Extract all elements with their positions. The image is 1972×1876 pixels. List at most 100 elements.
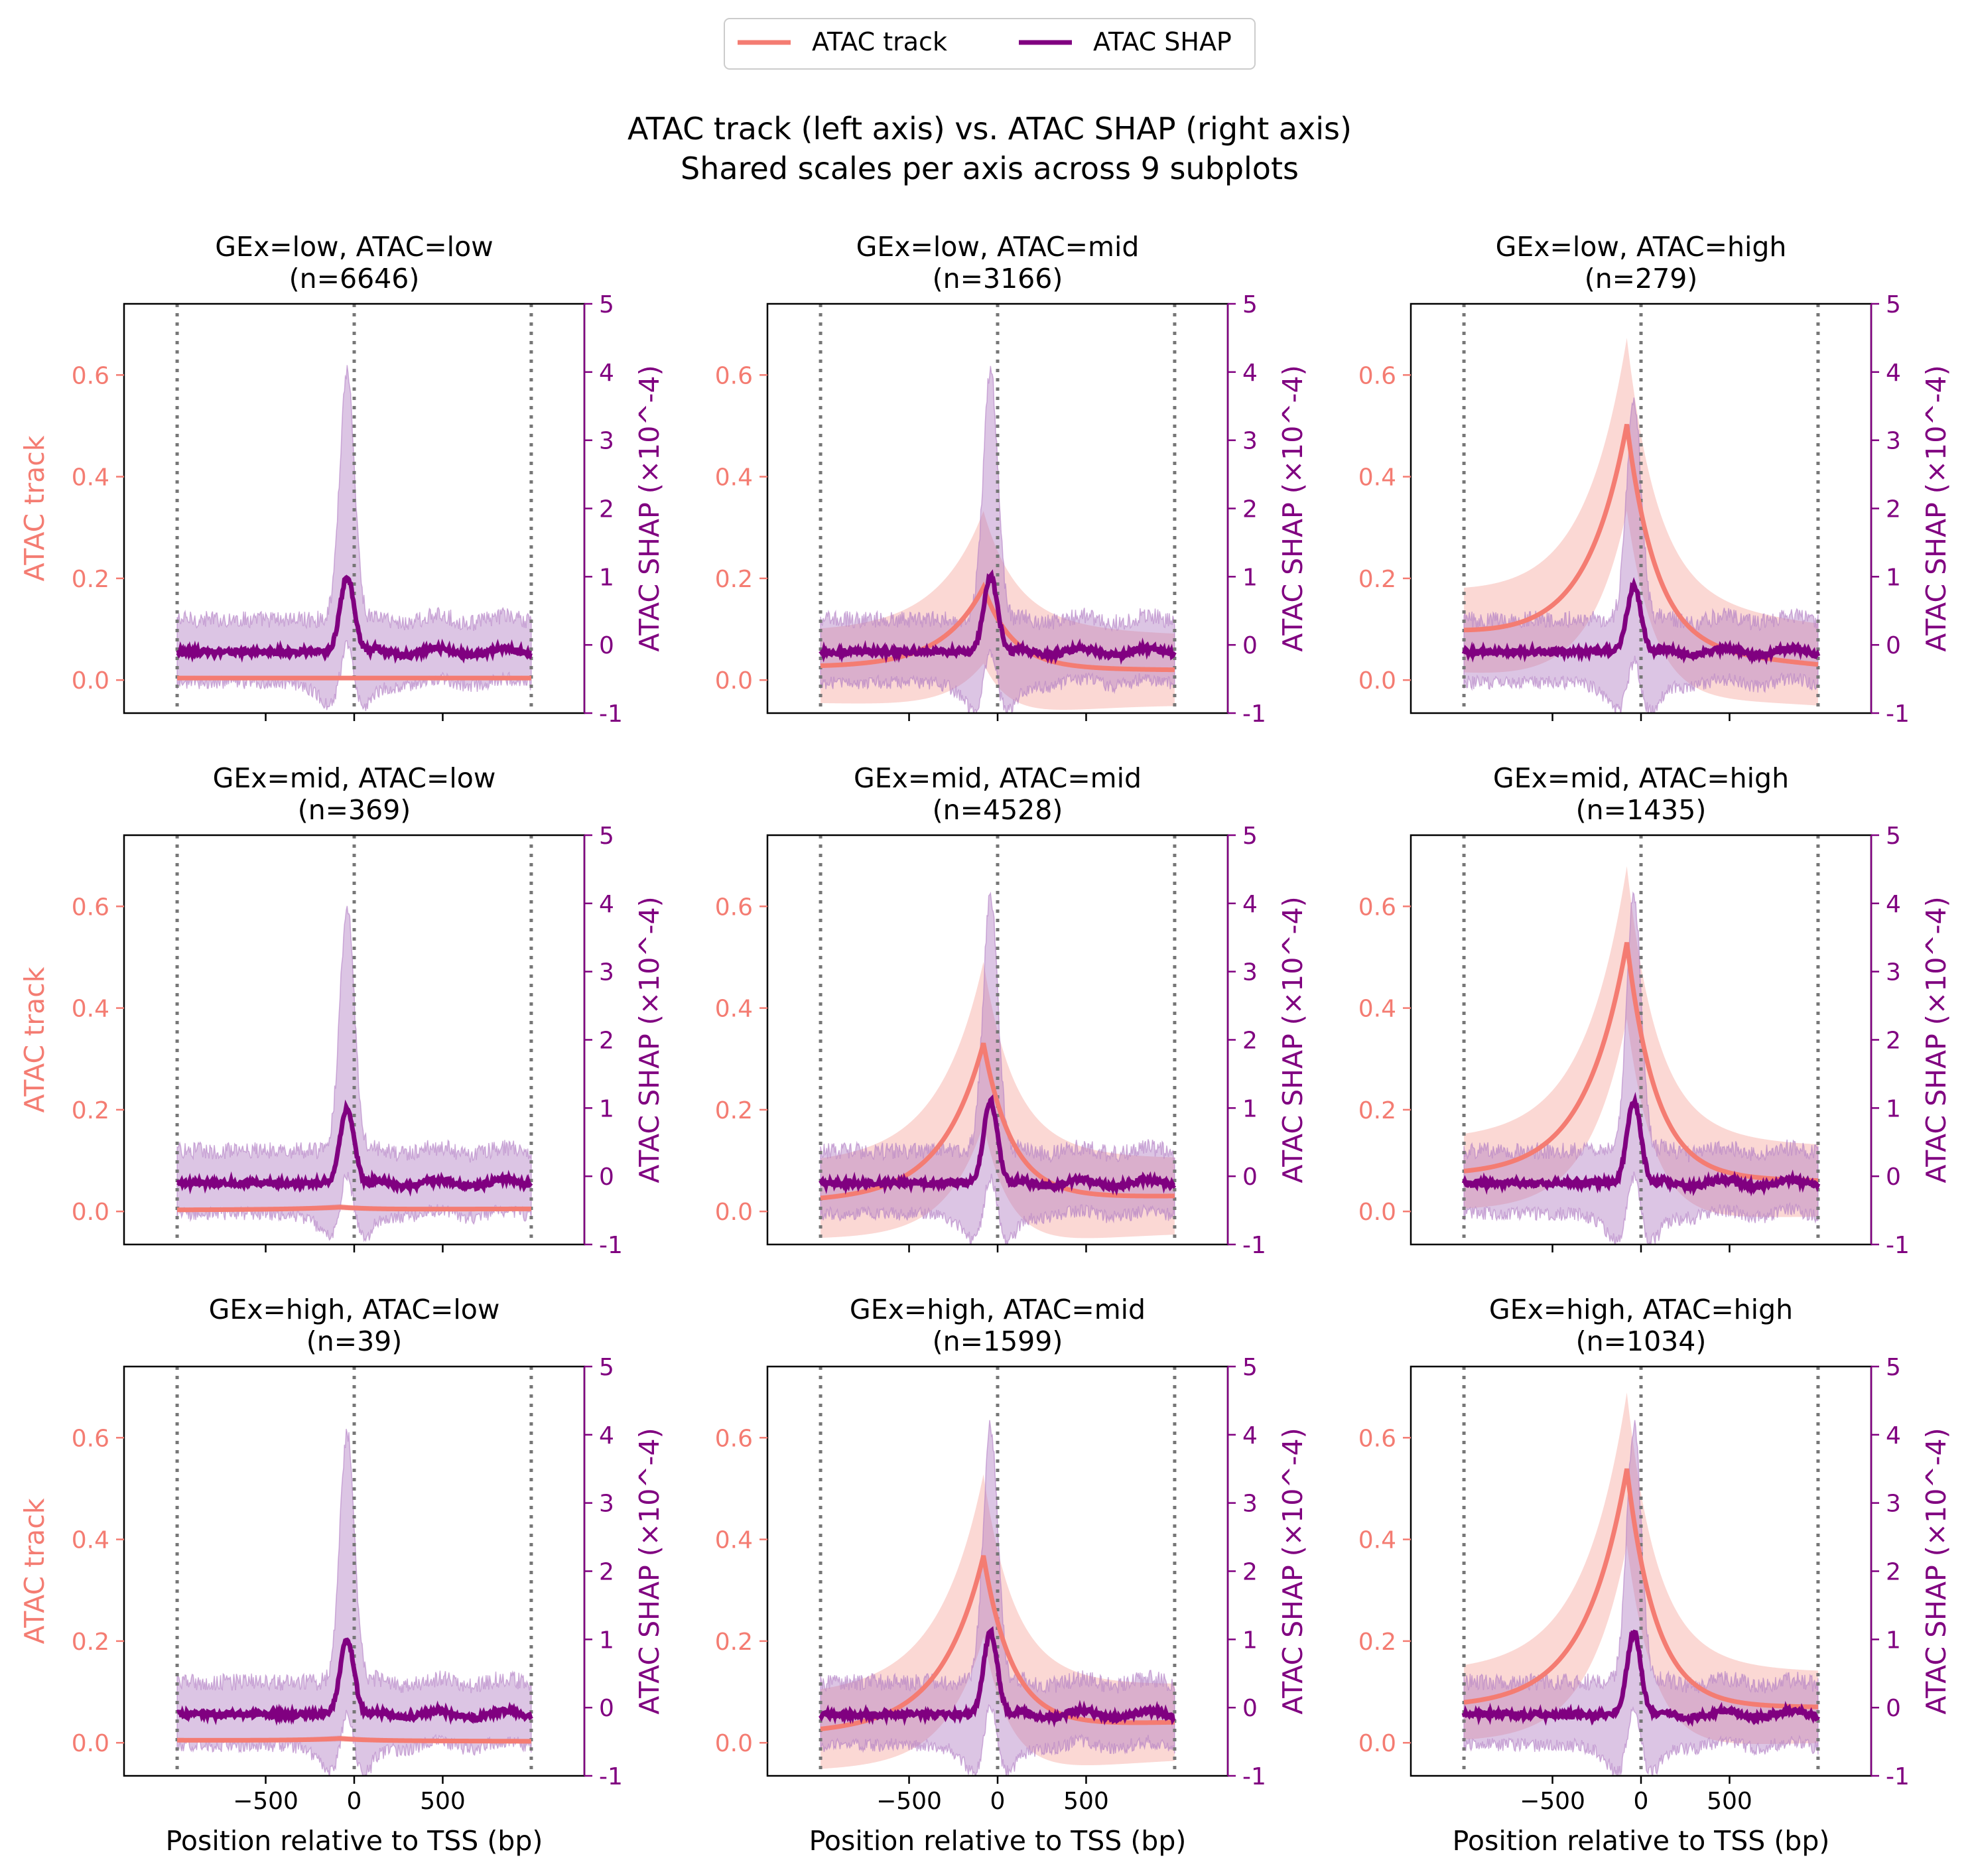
left-axis-tick-label: 0.0 — [72, 667, 109, 695]
left-axis-label: ATAC track — [19, 435, 50, 581]
right-axis-tick-label: -1 — [599, 1763, 623, 1790]
subplot-title: GEx=low, ATAC=low — [215, 231, 493, 263]
atac-shap-line — [1461, 1629, 1821, 1727]
atac-shap-line — [176, 1099, 533, 1197]
atac-track-line — [1463, 1468, 1818, 1709]
left-axis-tick-label: 0.4 — [72, 1527, 109, 1554]
right-axis-tick-label: 0 — [1886, 1695, 1901, 1722]
atac-track-line — [820, 1042, 1175, 1201]
plot-area — [1461, 1367, 1821, 1776]
left-axis-tick-label: 0.6 — [72, 894, 109, 921]
left-axis-tick-label: 0.6 — [715, 894, 753, 921]
subplot-count: (n=1435) — [1576, 794, 1707, 826]
right-axis-tick-label: 1 — [1242, 1627, 1258, 1654]
plot-area — [819, 304, 1177, 713]
right-axis-tick-label: 0 — [599, 1695, 614, 1722]
left-axis-tick-label: 0.2 — [72, 1629, 109, 1656]
right-axis-tick-label: 4 — [1886, 1422, 1901, 1449]
legend-label-atac-shap: ATAC SHAP — [1093, 27, 1232, 56]
left-axis-tick-label: 0.0 — [1358, 1199, 1396, 1226]
right-axis-tick-label: 3 — [1886, 959, 1901, 986]
left-axis-tick-label: 0.2 — [1358, 1629, 1396, 1656]
subplot-title: GEx=low, ATAC=mid — [856, 231, 1140, 263]
subplot-9: 0.0 0.2 0.4 0.6 -1 0 1 2 3 4 5 −500 0 500 GEx=high, AT… — [1358, 1294, 1952, 1857]
left-axis-tick-label: 0.6 — [715, 1425, 753, 1452]
right-axis-tick-label: 2 — [1242, 1028, 1258, 1055]
left-axis-tick-label: 0.0 — [1358, 1730, 1396, 1757]
right-axis-tick-label: 4 — [1242, 1422, 1258, 1449]
x-axis-tick-label: 0 — [990, 1788, 1006, 1815]
atac-shap-line — [1461, 576, 1821, 665]
right-axis-tick-label: 0 — [1242, 1695, 1258, 1722]
left-axis-tick-label: 0.6 — [715, 362, 753, 389]
subplot-1: 0.0 0.2 0.4 0.6 -1 0 1 2 3 4 5 GEx=low, ATAC=low(n=… — [19, 231, 665, 728]
right-axis-tick-label: 3 — [1242, 1491, 1258, 1518]
right-axis-tick-label: -1 — [1242, 1763, 1266, 1790]
left-axis-tick-label: 0.2 — [1358, 1097, 1396, 1124]
x-axis-label: Position relative to TSS (bp) — [1453, 1825, 1830, 1857]
right-axis-tick-label: 3 — [1242, 428, 1258, 455]
plot-area — [1461, 835, 1821, 1244]
atac-shap-line — [819, 1094, 1177, 1196]
atac-shap-line — [176, 1637, 533, 1726]
right-axis-tick-label: 1 — [1886, 1095, 1901, 1122]
subplot-count: (n=6646) — [289, 263, 420, 295]
left-axis-tick-label: 0.6 — [72, 362, 109, 389]
subplot-7: 0.0 0.2 0.4 0.6 -1 0 1 2 3 4 5 −500 0 500 GEx=high, AT… — [19, 1294, 665, 1857]
atac-shap-line — [176, 574, 533, 664]
x-axis-tick-label: 500 — [420, 1788, 466, 1815]
left-axis-tick-label: 0.4 — [1358, 1527, 1396, 1554]
left-axis-tick-label: 0.4 — [1358, 464, 1396, 492]
left-axis-tick-label: 0.2 — [72, 1097, 109, 1124]
right-axis-tick-label: 4 — [1242, 891, 1258, 918]
right-axis-tick-label: 1 — [1242, 1095, 1258, 1122]
right-axis-tick-label: 4 — [599, 1422, 614, 1449]
left-axis-tick-label: 0.4 — [72, 996, 109, 1023]
plot-area — [1461, 304, 1821, 713]
left-axis-tick-label: 0.2 — [715, 1097, 753, 1124]
right-axis-tick-label: 2 — [599, 1559, 614, 1586]
right-axis-tick-label: 4 — [599, 891, 614, 918]
subplot-count: (n=4528) — [933, 794, 1063, 826]
x-axis-tick-label: 500 — [1063, 1788, 1109, 1815]
left-axis-label: ATAC track — [19, 967, 50, 1112]
right-axis-tick-label: -1 — [1242, 701, 1266, 728]
atac-shap-band — [1463, 1420, 1819, 1776]
x-axis-tick-label: 500 — [1707, 1788, 1752, 1815]
right-axis-tick-label: -1 — [599, 701, 623, 728]
left-axis-tick-label: 0.4 — [715, 464, 753, 492]
left-axis-tick-label: 0.0 — [72, 1730, 109, 1757]
right-axis-label: ATAC SHAP (×10^-4) — [1920, 1428, 1952, 1714]
right-axis-tick-label: 4 — [1242, 360, 1258, 387]
left-axis-tick-label: 0.6 — [72, 1425, 109, 1452]
left-axis-tick-label: 0.6 — [1358, 1425, 1396, 1452]
right-axis-tick-label: 3 — [599, 959, 614, 986]
right-axis-tick-label: 2 — [1242, 1559, 1258, 1586]
subplot-3: 0.0 0.2 0.4 0.6 -1 0 1 2 3 4 5 GEx=low, ATAC=high(n… — [1358, 231, 1952, 728]
right-axis-tick-label: 2 — [599, 1028, 614, 1055]
left-axis-tick-label: 0.4 — [715, 996, 753, 1023]
right-axis-label: ATAC SHAP (×10^-4) — [633, 896, 665, 1183]
right-axis-tick-label: 3 — [599, 1491, 614, 1518]
right-axis-tick-label: 3 — [1242, 959, 1258, 986]
right-axis-tick-label: 0 — [599, 1164, 614, 1191]
right-axis-label: ATAC SHAP (×10^-4) — [633, 1428, 665, 1714]
subplot-count: (n=39) — [306, 1325, 403, 1357]
right-axis-tick-label: 5 — [1886, 823, 1901, 850]
left-axis-tick-label: 0.0 — [715, 667, 753, 695]
right-axis-tick-label: 3 — [1886, 1491, 1901, 1518]
right-axis-tick-label: -1 — [1886, 1763, 1910, 1790]
figure-title-line1: ATAC track (left axis) vs. ATAC SHAP (ri… — [627, 111, 1352, 147]
plot-area — [175, 304, 533, 713]
figure-title-line2: Shared scales per axis across 9 subplots — [681, 151, 1299, 186]
right-axis-tick-label: 0 — [1242, 632, 1258, 659]
right-axis-tick-label: 5 — [1886, 291, 1901, 318]
right-axis-tick-label: 2 — [1886, 1028, 1901, 1055]
right-axis-tick-label: 0 — [1242, 1164, 1258, 1191]
x-axis-tick-label: 0 — [347, 1788, 362, 1815]
right-axis-tick-label: 3 — [1886, 428, 1901, 455]
right-axis-tick-label: 1 — [1886, 1627, 1901, 1654]
right-axis-label: ATAC SHAP (×10^-4) — [1920, 365, 1952, 651]
subplot-title: GEx=mid, ATAC=mid — [854, 762, 1142, 794]
